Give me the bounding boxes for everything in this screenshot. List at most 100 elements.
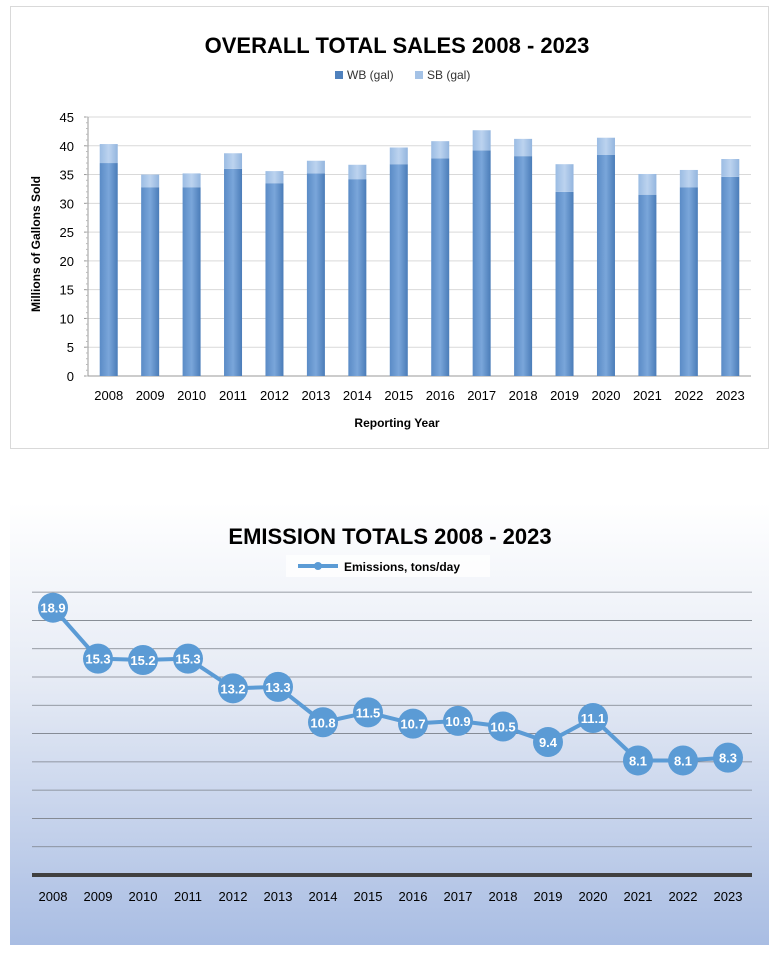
sales-chart-x-axis-label: Reporting Year xyxy=(354,416,439,430)
x-tick-label: 2023 xyxy=(714,889,743,904)
y-tick-label: 20 xyxy=(60,254,74,269)
x-tick-label: 2022 xyxy=(669,889,698,904)
bar-sb-2014 xyxy=(348,164,367,180)
x-tick-label: 2017 xyxy=(444,889,473,904)
emissions-data-label: 15.3 xyxy=(85,652,110,667)
emissions-data-label: 11.1 xyxy=(581,711,606,726)
x-tick-label: 2020 xyxy=(592,388,621,403)
sales-chart-y-axis-label: Millions of Gallons Sold xyxy=(29,176,43,312)
emissions-marker-2009 xyxy=(83,643,113,674)
emissions-data-label: 10.7 xyxy=(400,717,425,732)
legend-label-sb: SB (gal) xyxy=(427,68,470,82)
x-tick-label: 2021 xyxy=(624,889,653,904)
x-tick-label: 2021 xyxy=(633,388,662,403)
emissions-data-label: 10.5 xyxy=(490,720,515,735)
bar-sb-2019 xyxy=(555,164,574,192)
x-tick-label: 2012 xyxy=(260,388,289,403)
y-tick-label: 25 xyxy=(60,225,74,240)
x-tick-label: 2017 xyxy=(467,388,496,403)
bar-sb-2021 xyxy=(638,173,657,195)
x-tick-label: 2023 xyxy=(716,388,745,403)
bar-wb-2022 xyxy=(679,187,698,376)
emissions-chart-legend: Emissions, tons/day xyxy=(286,555,490,577)
emissions-marker-2012 xyxy=(218,673,248,704)
x-tick-label: 2009 xyxy=(136,388,165,403)
legend-swatch-wb xyxy=(335,71,343,79)
x-tick-label: 2016 xyxy=(399,889,428,904)
bar-sb-2018 xyxy=(514,138,533,157)
emissions-data-label: 13.2 xyxy=(220,681,245,696)
x-tick-label: 2013 xyxy=(301,388,330,403)
bar-sb-2023 xyxy=(721,159,740,177)
emissions-chart: EMISSION TOTALS 2008 - 2023 Emissions, t… xyxy=(32,524,752,904)
x-tick-label: 2014 xyxy=(309,889,338,904)
emissions-data-label: 9.4 xyxy=(539,735,558,750)
y-tick-label: 15 xyxy=(60,283,74,298)
emissions-data-label: 11.5 xyxy=(356,705,381,720)
x-tick-label: 2015 xyxy=(384,388,413,403)
x-tick-label: 2014 xyxy=(343,388,372,403)
bar-sb-2017 xyxy=(472,130,491,151)
emissions-data-label: 8.1 xyxy=(629,753,647,768)
bar-sb-2013 xyxy=(306,160,325,174)
sales-chart-panel: OVERALL TOTAL SALES 2008 - 2023 WB (gal)… xyxy=(10,6,769,449)
emissions-marker-2023 xyxy=(713,742,743,773)
emissions-data-label: 15.2 xyxy=(130,653,155,668)
x-tick-label: 2011 xyxy=(219,388,247,403)
y-tick-label: 35 xyxy=(60,168,74,183)
emissions-chart-title: EMISSION TOTALS 2008 - 2023 xyxy=(228,524,551,549)
emissions-legend-marker xyxy=(314,562,322,570)
bar-wb-2013 xyxy=(306,173,325,376)
bar-wb-2009 xyxy=(141,187,160,376)
bar-wb-2018 xyxy=(514,156,533,376)
legend-swatch-sb xyxy=(415,71,423,79)
emissions-chart-panel: EMISSION TOTALS 2008 - 2023 Emissions, t… xyxy=(10,503,769,945)
bar-wb-2015 xyxy=(389,164,408,376)
emissions-data-label: 18.9 xyxy=(40,601,65,616)
bar-sb-2008 xyxy=(99,144,118,164)
y-tick-label: 30 xyxy=(60,196,74,211)
x-tick-label: 2009 xyxy=(84,889,113,904)
legend-label-wb: WB (gal) xyxy=(347,68,394,82)
emissions-chart-x-axis: 2008 2009 2010 2011 2012 2013 2014 2015 2016 2017… xyxy=(39,889,743,904)
bar-wb-2014 xyxy=(348,179,367,376)
sales-chart-legend: WB (gal) SB (gal) xyxy=(335,68,470,82)
emissions-chart-series: 18.9 15.3 15.2 15.3 13.2 13.3 10.8 11.5 10.7 10.9… xyxy=(38,592,743,776)
x-tick-label: 2012 xyxy=(219,889,248,904)
x-tick-label: 2018 xyxy=(489,889,518,904)
bar-wb-2012 xyxy=(265,183,284,376)
bar-wb-2020 xyxy=(596,154,615,376)
emissions-legend-box xyxy=(286,555,490,577)
emissions-marker-2014 xyxy=(308,707,338,738)
emissions-series-line xyxy=(51,606,729,763)
bar-wb-2016 xyxy=(431,158,450,376)
bar-sb-2011 xyxy=(224,153,243,169)
x-tick-label: 2010 xyxy=(177,388,206,403)
sales-chart-title: OVERALL TOTAL SALES 2008 - 2023 xyxy=(205,33,590,58)
sales-chart: OVERALL TOTAL SALES 2008 - 2023 WB (gal)… xyxy=(29,33,751,430)
emissions-marker-2011 xyxy=(173,643,203,674)
emissions-marker-2020 xyxy=(578,703,608,734)
x-tick-label: 2008 xyxy=(94,388,123,403)
emissions-data-label: 15.3 xyxy=(175,652,200,667)
emissions-marker-2021 xyxy=(623,745,653,776)
x-tick-label: 2020 xyxy=(579,889,608,904)
bar-wb-2021 xyxy=(638,194,657,376)
emissions-data-label: 8.1 xyxy=(674,753,692,768)
emissions-data-label: 13.3 xyxy=(265,680,290,695)
bar-sb-2015 xyxy=(389,147,408,165)
x-tick-label: 2016 xyxy=(426,388,455,403)
emissions-legend-label: Emissions, tons/day xyxy=(344,560,460,574)
x-tick-label: 2008 xyxy=(39,889,68,904)
y-tick-label: 5 xyxy=(67,340,74,355)
emissions-data-label: 8.3 xyxy=(719,751,737,766)
emissions-marker-2010 xyxy=(128,645,158,676)
emissions-marker-2019 xyxy=(533,727,563,758)
x-tick-label: 2010 xyxy=(129,889,158,904)
bar-wb-2019 xyxy=(555,191,574,376)
bar-sb-2012 xyxy=(265,171,284,184)
x-tick-label: 2019 xyxy=(534,889,563,904)
bar-wb-2011 xyxy=(224,168,243,376)
bar-wb-2023 xyxy=(721,176,740,376)
bar-sb-2016 xyxy=(431,141,450,159)
